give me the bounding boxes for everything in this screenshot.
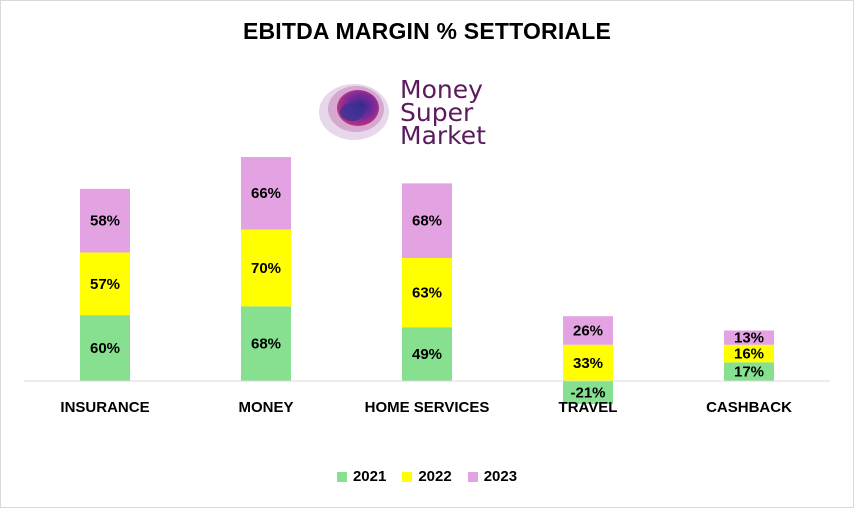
- data-label: 13%: [734, 330, 764, 347]
- logo-wordmark: Money Super Market: [400, 75, 486, 150]
- legend-swatch-2021: [336, 471, 347, 482]
- bar-segment: [80, 252, 130, 316]
- logo-mark-icon: [319, 84, 389, 140]
- legend: 2021 2022 2023: [0, 468, 854, 485]
- data-label: 16%: [734, 346, 764, 363]
- data-label: 68%: [251, 336, 281, 353]
- data-label: 26%: [573, 322, 603, 339]
- data-label: 63%: [412, 285, 442, 302]
- legend-label: 2023: [483, 468, 518, 485]
- legend-label: 2021: [352, 468, 387, 485]
- data-label: 17%: [734, 364, 764, 381]
- legend-item: 2023: [467, 468, 518, 485]
- legend-label: 2022: [418, 468, 452, 485]
- legend-item: 2022: [402, 468, 452, 485]
- data-label: 60%: [90, 340, 120, 357]
- bar-segment: [724, 344, 774, 363]
- category-label: MONEY: [238, 399, 293, 416]
- bar-segment: [241, 157, 291, 230]
- data-label: 33%: [573, 355, 603, 372]
- bar-segment: [563, 316, 613, 345]
- bar-segment: [402, 183, 452, 259]
- data-label: 58%: [90, 213, 120, 230]
- category-label: CASHBACK: [706, 399, 792, 416]
- category-label: TRAVEL: [559, 399, 618, 416]
- chart-title: EBITDA MARGIN % SETTORIALE: [242, 18, 612, 44]
- bar-segment: [563, 344, 613, 381]
- data-label: 70%: [251, 260, 281, 277]
- bar-segment: [724, 362, 774, 381]
- category-label: HOME SERVICES: [365, 399, 490, 416]
- legend-item: 2021: [336, 468, 387, 485]
- legend-swatch-2023: [467, 471, 478, 482]
- bar-segment: [402, 327, 452, 381]
- bar-segment: [563, 381, 613, 405]
- data-label: 66%: [251, 185, 281, 202]
- bar-segment: [241, 306, 291, 381]
- data-label: 49%: [412, 346, 442, 363]
- logo-line: Super: [400, 98, 474, 127]
- category-label: INSURANCE: [60, 399, 149, 416]
- logo-line: Market: [400, 121, 486, 150]
- data-label: -21%: [570, 385, 605, 402]
- bar-segment: [80, 188, 130, 253]
- legend-swatch-2022: [402, 471, 413, 482]
- data-label: 68%: [412, 213, 442, 230]
- bar-segment: [241, 229, 291, 307]
- bar-segment: [402, 258, 452, 328]
- logo-line: Money: [400, 75, 483, 104]
- bar-segment: [724, 330, 774, 345]
- bar-segment: [80, 315, 130, 381]
- data-label: 57%: [90, 276, 120, 293]
- brand-logo: Money Super Market: [316, 75, 526, 150]
